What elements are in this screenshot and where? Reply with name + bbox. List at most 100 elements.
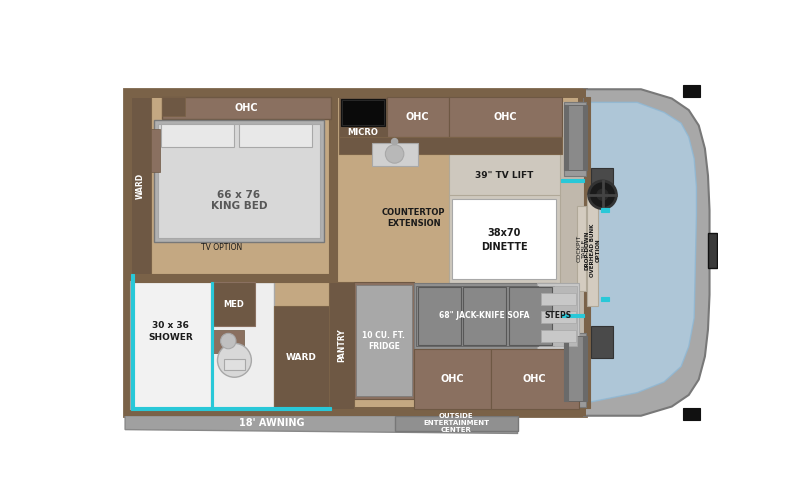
Bar (449, 154, 560, 196)
Bar (339, 97, 387, 137)
Bar (394, 416, 518, 431)
Circle shape (391, 138, 398, 144)
Bar (414, 349, 491, 409)
Bar (564, 102, 586, 176)
Circle shape (386, 144, 404, 163)
Text: 10 CU. FT.: 10 CU. FT. (362, 331, 406, 340)
Bar (329, 97, 337, 282)
Text: 30 x 36: 30 x 36 (152, 321, 189, 330)
Bar (371, 143, 418, 167)
Bar (583, 104, 587, 170)
Bar (564, 334, 586, 406)
Bar (131, 408, 330, 410)
Bar (587, 194, 598, 306)
Bar (539, 286, 577, 346)
Bar (131, 274, 331, 282)
Text: OHC: OHC (441, 374, 464, 384)
Bar (577, 206, 586, 291)
Circle shape (589, 181, 616, 208)
Text: DROP-DOWN
OVERHEAD BUNK
OPTION: DROP-DOWN OVERHEAD BUNK OPTION (584, 224, 601, 277)
Text: DINETTE: DINETTE (481, 242, 527, 252)
Circle shape (218, 344, 251, 377)
Bar (541, 292, 575, 305)
Bar (541, 311, 575, 324)
Bar (131, 97, 150, 274)
Circle shape (221, 334, 236, 349)
Bar (601, 297, 609, 301)
Bar (131, 282, 274, 409)
Bar (449, 194, 560, 284)
Bar (583, 336, 587, 401)
Bar (123, 406, 586, 416)
Text: STEPS: STEPS (544, 311, 571, 320)
Text: OHC: OHC (235, 102, 258, 113)
Text: EXTENSION: EXTENSION (387, 218, 441, 228)
Bar (158, 124, 320, 238)
Bar (491, 349, 579, 409)
Text: COUNTERTOP: COUNTERTOP (382, 208, 446, 217)
Bar (537, 284, 579, 349)
Bar (131, 97, 578, 408)
Bar (356, 285, 411, 396)
Text: COCKPIT
TABLE: COCKPIT TABLE (576, 235, 587, 262)
Bar (418, 287, 461, 345)
Bar (342, 100, 384, 124)
Bar (591, 168, 613, 200)
Text: MICRO: MICRO (347, 128, 378, 137)
Text: MED: MED (223, 300, 244, 308)
Bar (123, 90, 586, 415)
Bar (561, 314, 584, 317)
Bar (683, 84, 700, 97)
Text: FRIDGE: FRIDGE (368, 342, 400, 351)
Bar (683, 408, 700, 420)
Bar (154, 120, 324, 242)
Text: OHC: OHC (523, 374, 546, 384)
Bar (210, 282, 213, 409)
Bar (162, 97, 331, 118)
Bar (561, 102, 588, 403)
Bar (452, 198, 556, 280)
Text: 68" JACK-KNIFE SOFA: 68" JACK-KNIFE SOFA (439, 311, 530, 320)
Bar (541, 330, 575, 342)
Circle shape (597, 190, 608, 200)
Text: KING BED: KING BED (211, 202, 267, 211)
Bar (387, 97, 449, 137)
Polygon shape (584, 90, 710, 415)
Bar (213, 282, 255, 327)
Bar (591, 326, 613, 358)
Bar (131, 274, 134, 409)
Text: 39" TV LIFT: 39" TV LIFT (474, 171, 533, 180)
Polygon shape (125, 416, 518, 434)
Bar (708, 233, 718, 268)
Bar (566, 336, 583, 401)
Bar (584, 97, 590, 408)
Text: OHC: OHC (494, 112, 518, 122)
Text: PANTRY: PANTRY (337, 328, 346, 362)
Bar (150, 130, 160, 172)
Text: TV OPTION: TV OPTION (201, 242, 242, 252)
Text: WARD: WARD (286, 354, 317, 362)
Bar (354, 282, 414, 399)
Text: 66 x 76: 66 x 76 (218, 190, 261, 200)
Bar (566, 104, 583, 170)
Bar (161, 124, 234, 147)
Bar (564, 104, 568, 170)
Bar (239, 124, 312, 147)
Bar (123, 90, 133, 415)
Bar (123, 90, 586, 98)
Text: 18' AWNING: 18' AWNING (238, 418, 304, 428)
Bar (561, 180, 584, 182)
Bar (449, 97, 562, 137)
Bar (224, 359, 246, 370)
Bar (213, 330, 244, 352)
Bar (131, 282, 212, 409)
Text: OHC: OHC (406, 112, 430, 122)
Bar (414, 284, 556, 349)
Text: 38x70: 38x70 (487, 228, 521, 238)
Bar (416, 286, 554, 346)
Bar (463, 287, 506, 345)
Bar (601, 208, 609, 212)
Bar (564, 336, 568, 401)
Polygon shape (587, 102, 697, 403)
Text: WARD: WARD (136, 172, 145, 199)
